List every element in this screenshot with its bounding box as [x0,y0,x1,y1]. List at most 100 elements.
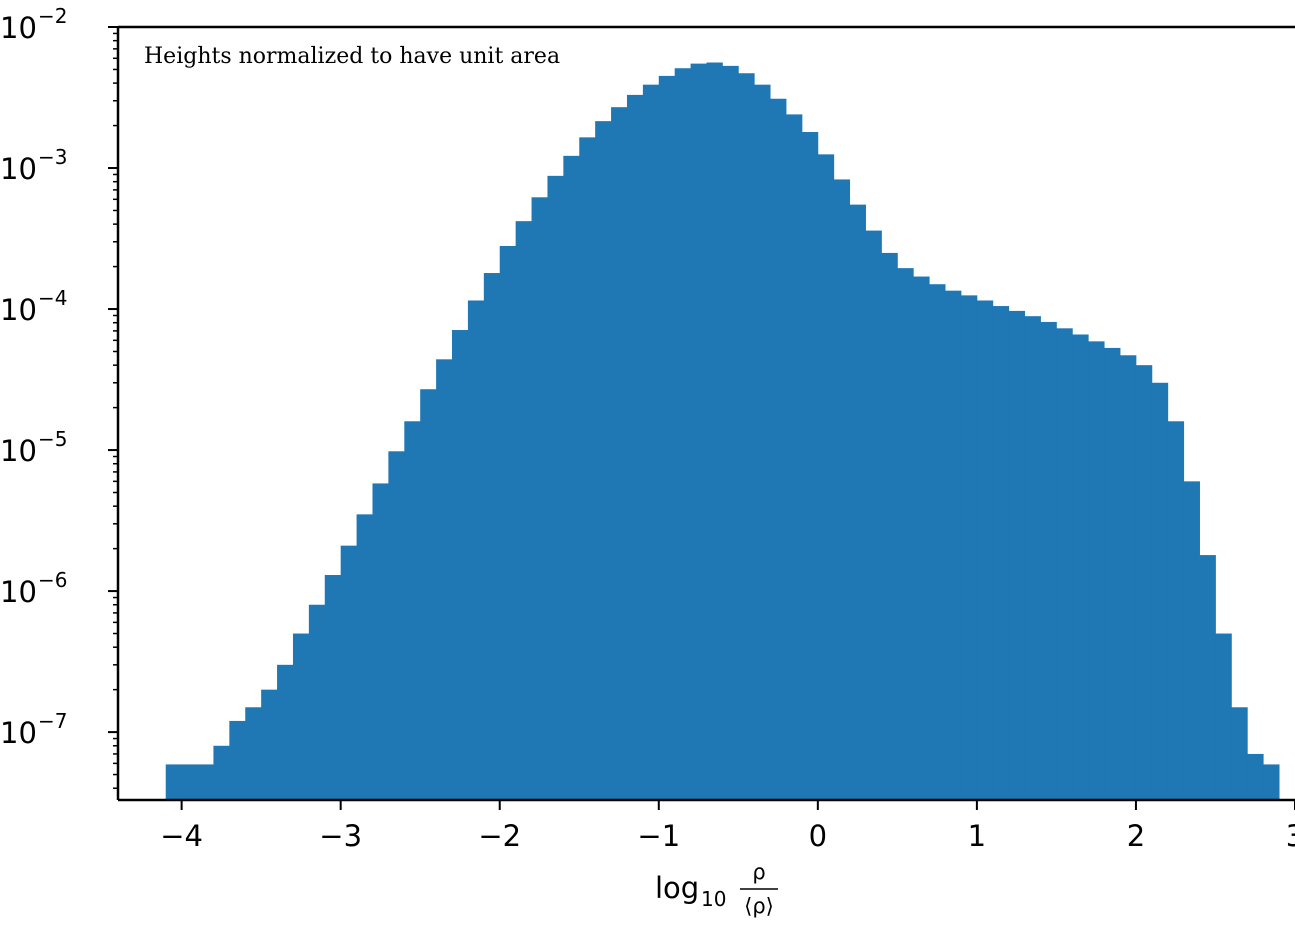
x-tick-label: 3 [1286,819,1295,853]
histogram-bar [324,575,342,800]
histogram-bar [340,545,357,800]
histogram-bar [1008,310,1026,800]
histogram-bar [897,268,914,800]
y-tick-label: 10 −6 [0,568,67,609]
histogram-bar [436,359,453,800]
histogram-bar [786,114,803,800]
x-tick-label: −4 [160,819,203,853]
histogram-bar [547,175,564,801]
histogram-bar [658,75,676,800]
y-tick-label-exponent: −6 [38,568,67,592]
y-tick-label-base: 10 [0,293,37,327]
y-tick-label: 10 −7 [0,709,67,750]
histogram-bar [356,514,373,800]
histogram-bar [467,300,485,800]
histogram-bar [929,284,946,801]
histogram-bar [595,121,612,800]
histogram-bar [1040,321,1057,800]
histogram-bar [611,107,628,800]
histogram-bar [165,764,183,800]
histogram-bar [642,84,660,801]
histogram-bar [960,295,978,800]
histogram-bar [770,98,787,801]
y-tick-label-base: 10 [0,152,37,186]
histogram-bar [563,155,580,801]
histogram-bar [245,707,262,800]
y-tick-label-base: 10 [0,11,37,45]
histogram-bar [229,720,246,800]
histogram-bar [1104,347,1121,800]
histogram-bar [499,245,517,801]
histogram-bar [292,633,310,800]
histogram-bar [372,483,389,800]
x-tick-label: 2 [1127,819,1145,853]
histogram-bar [913,276,930,800]
histogram-bar [515,221,532,800]
histogram-bar [976,300,994,800]
y-tick-label-exponent: −2 [38,4,67,28]
histogram-bars [165,62,1280,801]
x-tick-label: −3 [319,819,362,853]
histogram-bar [1088,341,1105,800]
histogram-bar [722,65,739,800]
histogram-bar [992,306,1010,800]
histogram-bar [277,664,294,800]
x-tick-label: −2 [478,819,521,853]
histogram-bar [1263,764,1280,800]
histogram-bar [531,197,548,801]
histogram-bar [213,745,230,800]
axes [116,25,1295,802]
histogram-bar [801,132,819,800]
histogram-bar [674,68,691,801]
histogram-bar [849,204,866,800]
histogram-bar [1072,334,1089,800]
histogram-bar [1120,355,1137,800]
histogram-bar [754,84,771,801]
histogram-bar [1024,316,1041,800]
histogram-bar [1215,633,1232,800]
annotation-text: Heights normalized to have unit area [144,44,560,69]
histogram-bar [817,154,835,801]
y-tick-label-exponent: −7 [38,709,67,733]
histogram-bar [881,252,898,801]
histogram-bar [420,389,437,800]
histogram-bar [945,290,962,800]
x-axis-label: log 10 ρ ⟨ρ⟩ [655,860,778,918]
x-axis-label-subscript: 10 [701,887,726,911]
x-axis-label-base: log [655,871,699,905]
histogram-bar [181,764,198,800]
histogram-bar [404,421,421,800]
histogram-bar [1247,753,1264,800]
histogram-bar [1183,481,1200,800]
histogram-bar [738,73,755,801]
histogram-bar [865,230,882,801]
histogram-bar [388,451,405,800]
histogram-bar [579,137,596,801]
histogram-bar [1167,421,1185,800]
x-ticks: −4 −3 −2 −1 0 1 2 3 [160,800,1295,853]
x-tick-label: 1 [968,819,986,853]
y-tick-label: 10 −4 [0,286,67,327]
histogram-bar [690,63,707,801]
y-tick-label: 10 −2 [0,4,67,45]
y-tick-label-base: 10 [0,575,37,609]
y-tick-label-base: 10 [0,434,37,468]
histogram-bar [1056,328,1073,800]
y-ticks: 10−710−610−510−410−310−2 [0,4,118,789]
histogram-bar [261,689,278,800]
histogram-bar [197,764,214,800]
histogram-bar [706,62,723,800]
y-tick-label-exponent: −3 [38,145,67,169]
histogram-bar [483,273,501,800]
histogram-bar [1231,707,1248,800]
y-tick-label-exponent: −5 [38,427,67,451]
histogram-bar [308,604,326,800]
y-tick-label-exponent: −4 [38,286,67,310]
x-tick-label: −1 [637,819,680,853]
y-tick-label: 10 −3 [0,145,67,186]
histogram-bar [1199,555,1216,800]
histogram-bar [1151,382,1169,800]
x-axis-label-denominator: ⟨ρ⟩ [744,894,774,918]
x-axis-label-numerator: ρ [752,860,765,884]
